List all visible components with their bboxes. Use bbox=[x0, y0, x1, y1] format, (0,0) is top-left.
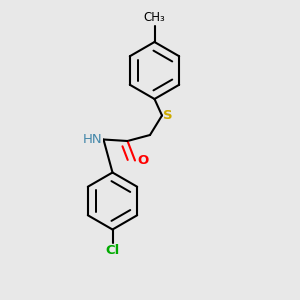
Text: HN: HN bbox=[82, 133, 102, 146]
Text: Cl: Cl bbox=[105, 244, 120, 257]
Text: O: O bbox=[137, 154, 149, 167]
Text: S: S bbox=[164, 109, 173, 122]
Text: CH₃: CH₃ bbox=[144, 11, 165, 24]
